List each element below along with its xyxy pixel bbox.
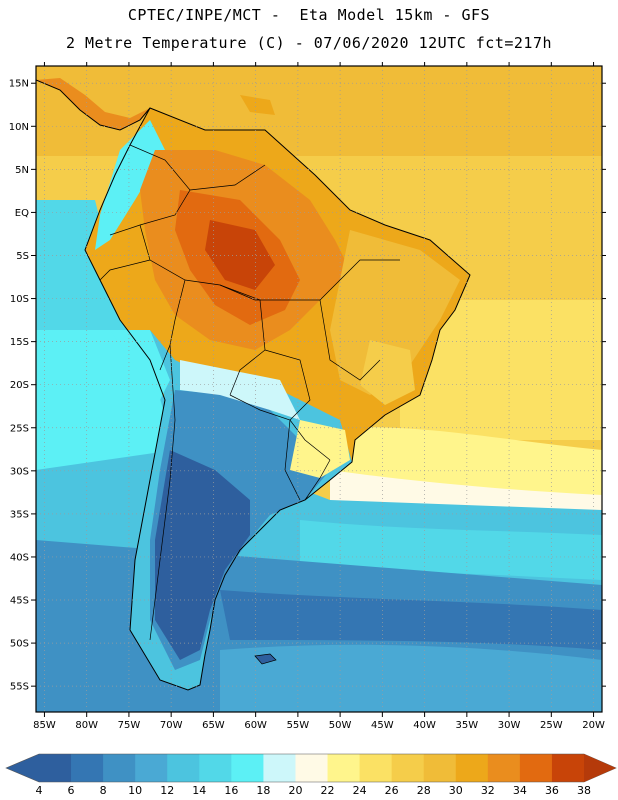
lat-label-10n: 10N xyxy=(9,122,29,133)
colorbar-label: 36 xyxy=(545,784,559,797)
colorbar-over-triangle xyxy=(584,754,616,782)
colorbar-label: 18 xyxy=(256,784,270,797)
lat-label-40s: 40S xyxy=(10,552,29,563)
lon-label-60w: 60W xyxy=(244,720,267,731)
colorbar-label: 4 xyxy=(36,784,43,797)
lat-label-eq: EQ xyxy=(15,208,29,219)
lat-label-55s: 55S xyxy=(10,682,29,693)
colorbar-box xyxy=(39,754,72,782)
falkland-islands xyxy=(254,653,277,665)
lon-label-20w: 20W xyxy=(582,720,605,731)
colorbar-label: 26 xyxy=(385,784,399,797)
colorbar-box xyxy=(359,754,393,782)
lat-label-20s: 20S xyxy=(10,380,29,391)
colorbar-label: 14 xyxy=(192,784,206,797)
lat-label-5s: 5S xyxy=(16,251,29,262)
colorbar-box xyxy=(103,754,136,782)
lat-label-35s: 35S xyxy=(10,509,29,520)
lon-label-35w: 35W xyxy=(456,720,479,731)
colorbar-box xyxy=(391,754,425,782)
colorbar-box xyxy=(71,754,104,782)
colorbar-box xyxy=(135,754,168,782)
colorbar-label: 22 xyxy=(321,784,335,797)
colorbar-label: 12 xyxy=(160,784,174,797)
map-title-line2: 2 Metre Temperature (C) - 07/06/2020 12U… xyxy=(65,34,553,52)
lon-label-45w: 45W xyxy=(371,720,394,731)
colorbar-label: 34 xyxy=(513,784,527,797)
colorbar-box xyxy=(327,754,360,782)
lat-label-15s: 15S xyxy=(10,337,29,348)
latitude-labels: 15N 10N 5N EQ 5S 10S 15S 20S 25S 30S 35S 40S 45S 50S 5… xyxy=(9,79,29,693)
colorbar-box xyxy=(455,754,489,782)
lon-label-40w: 40W xyxy=(413,720,436,731)
lon-label-70w: 70W xyxy=(160,720,183,731)
lat-label-50s: 50S xyxy=(10,639,29,650)
lat-label-45s: 45S xyxy=(10,596,29,607)
lon-label-80w: 80W xyxy=(75,720,98,731)
colorbar-box xyxy=(519,754,553,782)
map-frame xyxy=(35,65,603,713)
colorbar-box xyxy=(551,754,585,782)
colorbar-label: 32 xyxy=(481,784,495,797)
longitude-labels: 85W 80W 75W 70W 65W 60W 55W 50W 45W 40W 35W 30W 25W 2… xyxy=(33,720,605,731)
colorbar-label: 16 xyxy=(224,784,238,797)
lon-label-75w: 75W xyxy=(118,720,141,731)
lon-label-30w: 30W xyxy=(498,720,521,731)
colorbar-label: 38 xyxy=(577,784,591,797)
colorbar-box xyxy=(199,754,232,782)
colorbar-label: 28 xyxy=(417,784,431,797)
coastline xyxy=(84,107,471,691)
lon-label-55w: 55W xyxy=(287,720,310,731)
lat-label-15n: 15N xyxy=(9,79,29,90)
colorbar-box xyxy=(263,754,296,782)
colorbar-box xyxy=(487,754,521,782)
colorbar-box xyxy=(231,754,264,782)
lat-label-25s: 25S xyxy=(10,423,29,434)
lon-label-50w: 50W xyxy=(329,720,352,731)
colorbar-label: 30 xyxy=(449,784,463,797)
colorbar-label: 8 xyxy=(100,784,107,797)
colorbar-box xyxy=(423,754,457,782)
colorbar-box xyxy=(295,754,328,782)
temperature-colorbar: 4 6 8 10 12 14 16 18 20 22 24 26 28 30 32 34 36 38 xyxy=(5,753,617,797)
colorbar-label: 10 xyxy=(128,784,142,797)
lon-label-25w: 25W xyxy=(540,720,563,731)
colorbar-under-triangle xyxy=(6,754,39,782)
lat-label-5n: 5N xyxy=(15,165,29,176)
colorbar-box xyxy=(167,754,200,782)
map-title-line1: CPTEC/INPE/MCT - Eta Model 15km - GFS xyxy=(127,6,491,24)
map-tick-marks xyxy=(31,62,606,717)
lat-label-10s: 10S xyxy=(10,294,29,305)
lat-label-30s: 30S xyxy=(10,466,29,477)
lon-label-65w: 65W xyxy=(202,720,225,731)
colorbar-label: 6 xyxy=(68,784,75,797)
colorbar-label: 20 xyxy=(288,784,302,797)
lon-label-85w: 85W xyxy=(33,720,56,731)
central-america-land xyxy=(36,78,150,130)
country-borders xyxy=(99,144,400,641)
map-plot-area xyxy=(36,66,602,712)
colorbar-label: 24 xyxy=(353,784,367,797)
